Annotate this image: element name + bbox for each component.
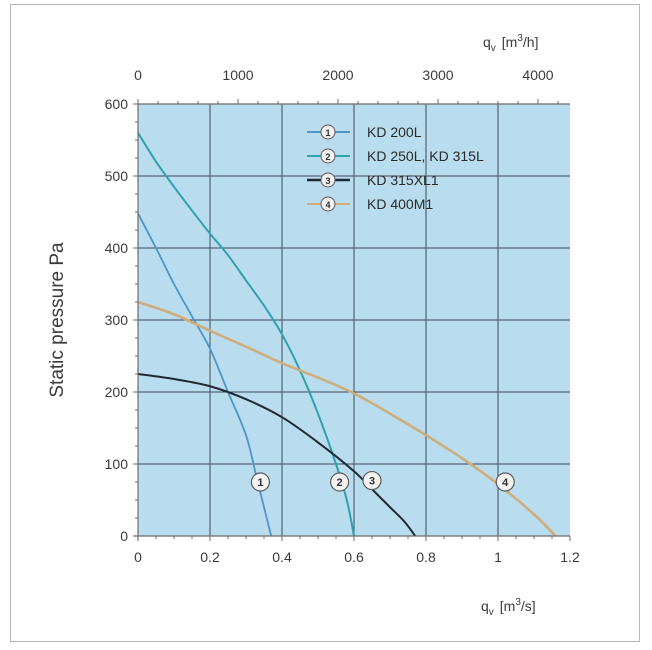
curve-marker-number: 1: [257, 477, 263, 489]
y-tick-label: 300: [105, 312, 129, 328]
curve-markers: 1 2 3 4: [250, 470, 515, 492]
fan-performance-chart: 0 0.2 0.4 0.6 0.8 1 1.2 0 100 200 300 400 500 600 0 100…: [47, 33, 580, 618]
legend-entry-1: 1 KD 200L: [307, 124, 422, 140]
series-line-1: [138, 213, 273, 536]
y-tick-label: 600: [105, 96, 129, 112]
curve-marker-circle: [330, 472, 350, 492]
curve-marker-circle: [250, 472, 270, 492]
y-tick-label: 200: [105, 384, 129, 400]
curve-marker-circle: [362, 470, 382, 491]
top-tick-label: 3000: [422, 67, 453, 83]
x-tick-label: 1.2: [560, 549, 580, 565]
legend-marker-circle: [320, 196, 336, 212]
y-tick-label: 400: [105, 240, 129, 256]
y-tick-label: 100: [105, 456, 129, 472]
curve-marker-number: 3: [369, 476, 375, 488]
x-tick-label: 0.4: [272, 549, 292, 565]
curve-marker-number: 4: [502, 477, 509, 489]
x-tick-label: 0.8: [416, 549, 436, 565]
chart-frame: 0 0.2 0.4 0.6 0.8 1 1.2 0 100 200 300 400 500 600 0 100…: [10, 4, 640, 642]
curve-marker-1: 1: [250, 472, 270, 492]
y-axis-title: Static pressure Pa: [47, 242, 68, 398]
legend: 1 KD 200L 2 KD 250L, KD 315L 3 KD 315XL1 4 KD 4…: [307, 124, 484, 212]
legend-marker-number: 2: [325, 152, 330, 162]
curve-marker-number: 2: [337, 477, 343, 489]
legend-marker-circle: [320, 148, 336, 164]
top-tick-label: 4000: [522, 67, 553, 83]
x-tick-label: 0: [134, 549, 142, 565]
legend-label: KD 250L, KD 315L: [367, 148, 484, 164]
top-tick-label: 1000: [222, 67, 253, 83]
legend-entry-4: 4 KD 400M1: [307, 196, 433, 212]
legend-label: KD 315XL1: [367, 172, 439, 188]
legend-marker-number: 3: [325, 176, 330, 186]
curve-marker-2: 2: [330, 472, 350, 492]
legend-marker-circle: [320, 124, 336, 140]
curve-marker-circle: [495, 472, 515, 492]
top-tick-label: 2000: [322, 67, 353, 83]
top-tick-label: 0: [134, 67, 142, 83]
curve-marker-4: 4: [495, 472, 515, 492]
series-line-2: [138, 132, 355, 536]
series-line-3: [138, 373, 417, 536]
x-axis-top-title: qv [m3/h]: [483, 33, 539, 54]
legend-marker-number: 4: [325, 200, 330, 210]
curve-marker-3: 3: [362, 470, 382, 491]
x-tick-label: 0.2: [200, 549, 220, 565]
y-tick-label: 0: [120, 528, 128, 544]
legend-entry-2: 2 KD 250L, KD 315L: [307, 148, 484, 164]
y-tick-label: 500: [105, 168, 129, 184]
legend-marker-circle: [320, 172, 336, 188]
legend-label: KD 400M1: [367, 196, 433, 212]
axes: 0 0.2 0.4 0.6 0.8 1 1.2 0 100 200 300 400 500 600 0 100…: [105, 67, 580, 565]
legend-marker-number: 1: [325, 128, 330, 138]
x-tick-label: 0.6: [344, 549, 364, 565]
grid: [138, 104, 570, 536]
x-tick-label: 1: [494, 549, 502, 565]
legend-label: KD 200L: [367, 124, 422, 140]
x-axis-bottom-title: qv [m3/s]: [481, 597, 536, 618]
legend-entry-3: 3 KD 315XL1: [307, 172, 439, 188]
